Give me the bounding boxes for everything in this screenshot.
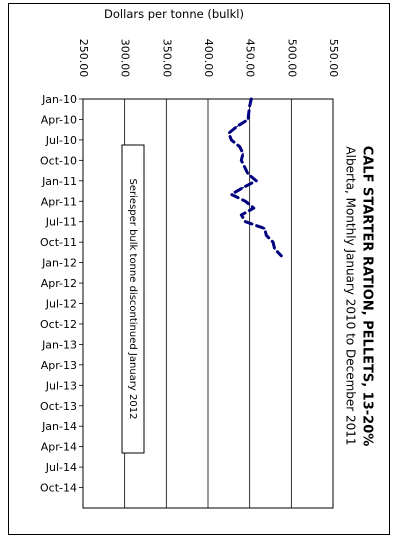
time-tick-label: Jul-13 xyxy=(45,379,77,392)
time-tick-label: Oct-14 xyxy=(40,482,77,495)
time-tick-label: Apr-13 xyxy=(41,359,77,372)
data-point xyxy=(240,159,243,162)
data-point xyxy=(255,180,258,182)
value-tick-label: 400.00 xyxy=(202,39,215,78)
time-tick-label: Apr-12 xyxy=(41,277,77,290)
data-point xyxy=(265,234,268,237)
time-tick-label: Oct-13 xyxy=(40,400,77,413)
data-point xyxy=(238,145,241,148)
time-tick-label: Jul-14 xyxy=(45,461,77,474)
time-tick-label: Jul-11 xyxy=(45,216,77,229)
data-point xyxy=(248,111,250,114)
data-point xyxy=(230,139,233,141)
data-point xyxy=(243,166,246,168)
data-point xyxy=(240,214,243,216)
time-tick-label: Jul-12 xyxy=(45,298,77,311)
time-tick-label: Oct-12 xyxy=(40,318,77,331)
value-tick-label: 500.00 xyxy=(285,39,298,78)
data-point xyxy=(244,220,247,223)
series-line xyxy=(227,97,283,258)
time-tick-label: Apr-11 xyxy=(41,195,77,208)
chart-frame xyxy=(8,3,390,535)
time-tick-label: Jan-11 xyxy=(41,175,77,188)
value-tick-label: 250.00 xyxy=(77,39,90,78)
time-tick-label: Jul-10 xyxy=(45,134,77,147)
value-axis-label: Dollars per tonne (bulkl) xyxy=(104,7,244,21)
data-point xyxy=(263,227,266,230)
time-tick-label: Jan-10 xyxy=(41,93,77,106)
data-point xyxy=(250,98,253,100)
data-point xyxy=(247,118,249,121)
time-tick-label: Jan-14 xyxy=(41,420,77,433)
data-point xyxy=(247,173,249,175)
time-tick-label: Apr-14 xyxy=(41,441,77,454)
value-tick-label: 550.00 xyxy=(327,39,340,78)
data-point xyxy=(244,200,247,203)
data-point xyxy=(236,125,238,128)
data-point xyxy=(230,193,233,196)
data-point xyxy=(248,105,251,107)
data-point xyxy=(253,207,255,209)
data-point xyxy=(273,248,276,250)
time-tick-label: Oct-11 xyxy=(40,236,77,249)
value-tick-label: 350.00 xyxy=(160,39,173,78)
time-tick-label: Jan-13 xyxy=(41,338,77,351)
data-point xyxy=(280,255,283,257)
data-point xyxy=(228,132,230,134)
data-point xyxy=(242,186,244,189)
value-tick-label: 300.00 xyxy=(119,39,132,78)
time-tick-label: Apr-10 xyxy=(41,113,77,126)
time-tick-label: Oct-10 xyxy=(40,154,77,167)
time-tick-label: Jan-12 xyxy=(41,257,77,270)
chart-subtitle: Alberta, Monthly January 2010 to Decembe… xyxy=(344,146,358,445)
chart-title: CALF STARTER RATION, PELLETS, 13-20% xyxy=(360,146,375,447)
data-point xyxy=(242,152,244,155)
data-point xyxy=(272,241,274,243)
annotation-box xyxy=(121,144,145,454)
annotation-text: Seriesper bulk tonne discontinued Januar… xyxy=(127,179,138,420)
value-tick-label: 450.00 xyxy=(244,39,257,78)
